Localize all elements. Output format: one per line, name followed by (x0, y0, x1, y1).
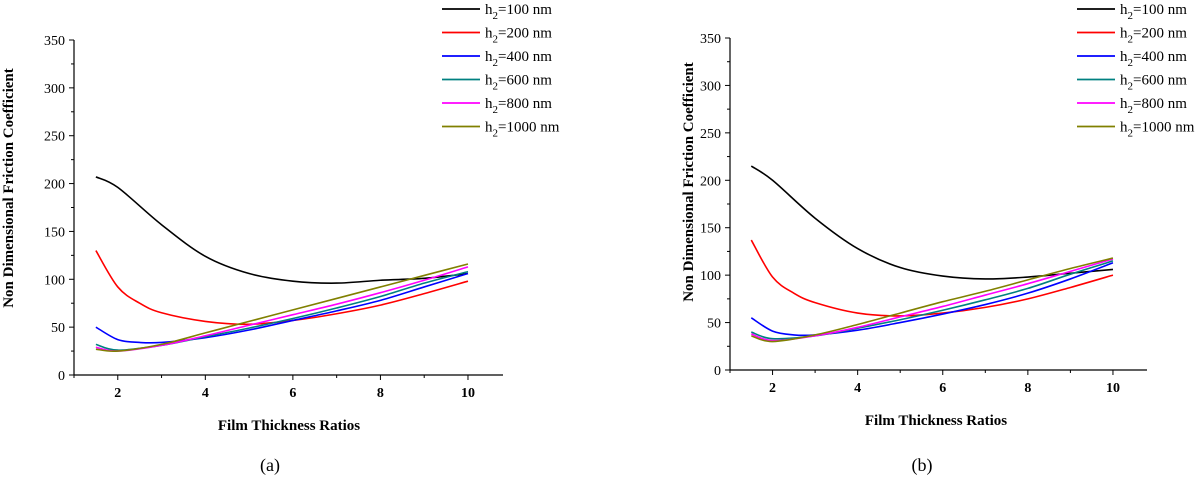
legend-label: h2=400 nm (485, 49, 552, 69)
legend-symbol: h (1120, 73, 1128, 89)
y-tick-label: 100 (700, 269, 721, 284)
legend-label: h2=600 nm (1120, 73, 1187, 93)
x-tick-label: 10 (1106, 381, 1120, 396)
x-axis-label: Film Thickness Ratios (865, 413, 1007, 429)
legend-value: =400 nm (1133, 49, 1187, 65)
legend-label: h2=600 nm (485, 73, 552, 93)
legend-subscript: 2 (1128, 128, 1134, 140)
series-line (750, 239, 1114, 317)
x-tick-label: 10 (461, 386, 475, 401)
panel-caption: (b) (912, 455, 933, 476)
legend-label: h2=200 nm (485, 26, 552, 46)
legend-symbol: h (1120, 96, 1128, 112)
series-line (95, 272, 469, 344)
y-tick-label: 150 (700, 222, 721, 237)
legend-value: =600 nm (1133, 73, 1187, 89)
legend-subscript: 2 (493, 128, 499, 140)
legend-symbol: h (485, 96, 493, 112)
x-tick-label: 2 (769, 381, 776, 396)
legend-symbol: h (485, 49, 493, 65)
legend-subscript: 2 (493, 10, 499, 22)
legend-symbol: h (485, 26, 493, 42)
x-tick-label: 4 (202, 386, 209, 401)
y-tick-label: 200 (700, 174, 721, 189)
legend-value: =1000 nm (1133, 120, 1195, 136)
y-tick-label: 300 (700, 79, 721, 94)
x-tick-label: 8 (377, 386, 384, 401)
legend-symbol: h (485, 73, 493, 89)
y-tick-label: 350 (44, 34, 65, 49)
legend-symbol: h (1120, 49, 1128, 65)
y-tick-label: 50 (707, 317, 721, 332)
y-tick-label: 100 (44, 273, 65, 288)
legend-value: =800 nm (498, 96, 552, 112)
series-line (751, 257, 1114, 343)
series-line (750, 165, 1114, 280)
legend-value: =200 nm (1133, 26, 1187, 42)
y-tick-label: 0 (58, 369, 65, 384)
legend-symbol: h (485, 2, 493, 18)
series-line (95, 263, 469, 353)
legend-value: =1000 nm (498, 120, 560, 136)
y-axis-label: Non Dimensional Friction Coefficient (681, 62, 697, 302)
y-tick-label: 0 (714, 364, 721, 379)
legend-label: h2=800 nm (485, 96, 552, 116)
x-axis-label: Film Thickness Ratios (218, 418, 360, 434)
legend-subscript: 2 (1128, 10, 1134, 22)
y-tick-label: 350 (700, 32, 721, 47)
legend-label: h2=200 nm (1120, 26, 1187, 46)
series-line (751, 260, 1114, 340)
legend-value: =100 nm (1133, 2, 1187, 18)
x-tick-label: 4 (854, 381, 861, 396)
legend-symbol: h (1120, 2, 1128, 18)
legend-label: h2=400 nm (1120, 49, 1187, 69)
legend-subscript: 2 (493, 34, 499, 46)
legend-symbol: h (1120, 26, 1128, 42)
y-axis-label: Non Dimensional Friction Coefficient (1, 68, 17, 308)
y-tick-label: 200 (44, 178, 65, 193)
legend-subscript: 2 (1128, 57, 1134, 69)
legend-symbol: h (485, 120, 493, 136)
x-tick-label: 6 (939, 381, 946, 396)
y-tick-label: 150 (44, 225, 65, 240)
series-line (95, 176, 469, 284)
legend-subscript: 2 (1128, 34, 1134, 46)
legend-value: =800 nm (1133, 96, 1187, 112)
legend-label: h2=100 nm (1120, 2, 1187, 22)
legend-value: =100 nm (498, 2, 552, 18)
legend-subscript: 2 (1128, 81, 1134, 93)
y-tick-label: 250 (700, 127, 721, 142)
legend-subscript: 2 (493, 81, 499, 93)
legend-label: h2=100 nm (485, 2, 552, 22)
legend-value: =400 nm (498, 49, 552, 65)
y-tick-label: 50 (51, 321, 65, 336)
legend-value: =600 nm (498, 73, 552, 89)
legend-value: =200 nm (498, 26, 552, 42)
plot-area: 0 50 100 150 200 250 300 350 2 4 6 8 10 (44, 34, 503, 401)
legend-subscript: 2 (1128, 104, 1134, 116)
x-tick-label: 2 (114, 386, 121, 401)
x-tick-label: 8 (1024, 381, 1031, 396)
legend-subscript: 2 (493, 57, 499, 69)
plot-area: 0 50 100 150 200 250 300 350 2 4 6 8 10 (700, 32, 1147, 396)
y-tick-label: 250 (44, 130, 65, 145)
legend-label: h2=1000 nm (1120, 120, 1195, 140)
series-line (95, 250, 469, 326)
x-tick-label: 6 (289, 386, 296, 401)
legend-label: h2=1000 nm (485, 120, 560, 140)
legend-subscript: 2 (493, 104, 499, 116)
panel-caption: (a) (260, 455, 280, 476)
series-line (750, 262, 1114, 337)
legend-label: h2=800 nm (1120, 96, 1187, 116)
y-tick-label: 300 (44, 82, 65, 97)
legend-symbol: h (1120, 120, 1128, 136)
